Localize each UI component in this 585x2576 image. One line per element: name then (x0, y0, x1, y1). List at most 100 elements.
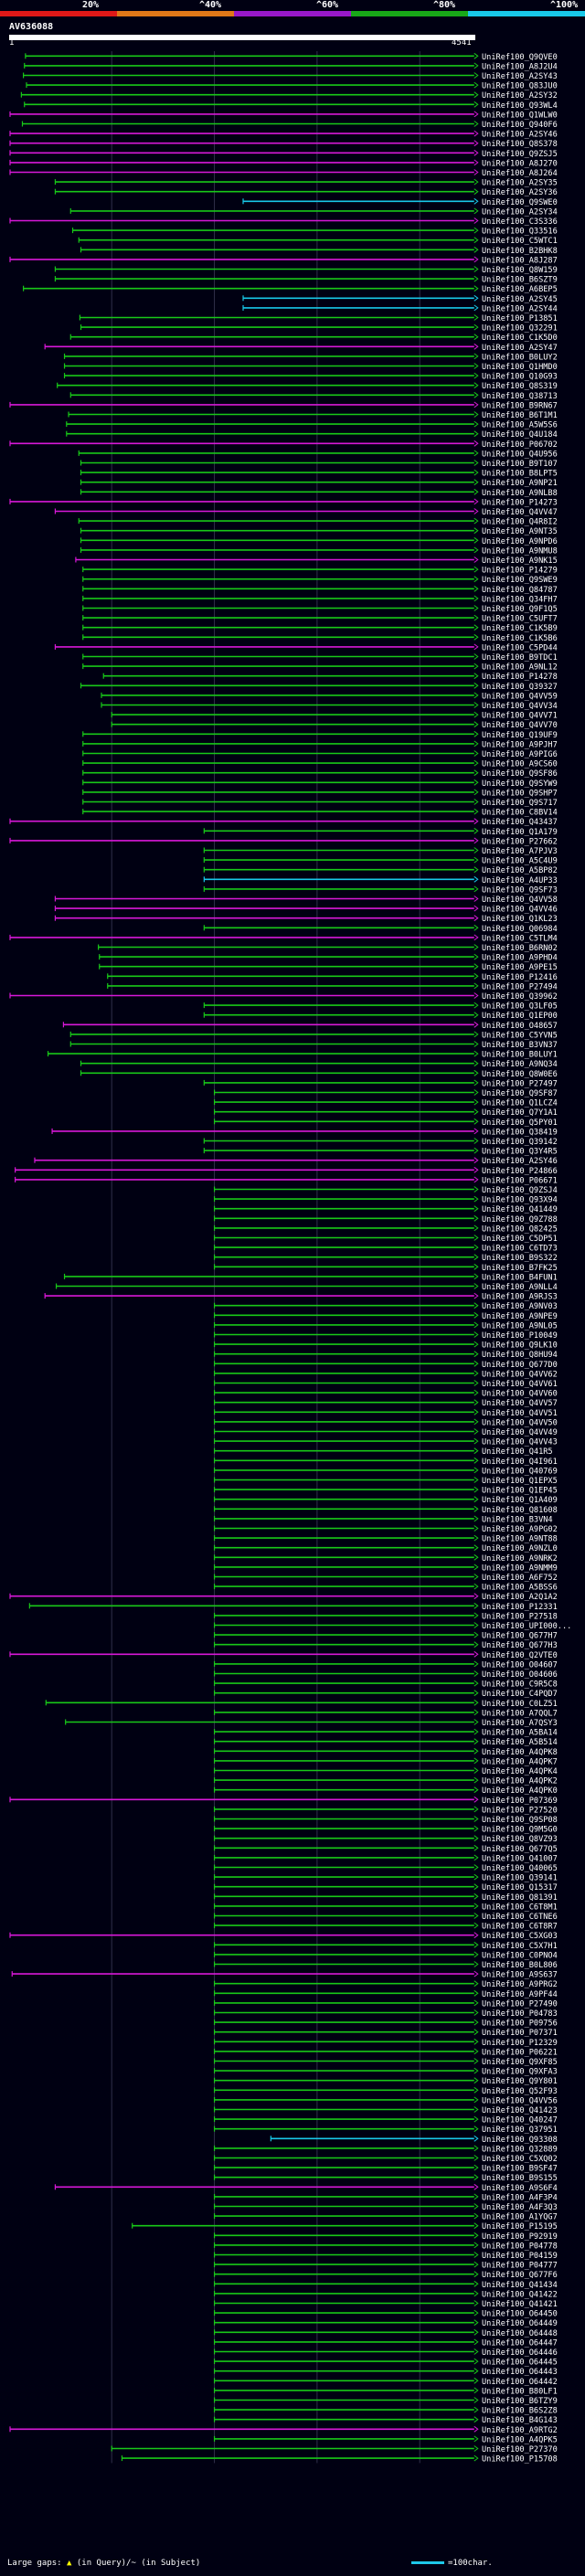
hit-label[interactable]: UniRef100_A8J2U4 (482, 62, 558, 71)
hit-row[interactable]: UniRef100_Q8W159 (54, 266, 558, 275)
hit-row[interactable]: UniRef100_P04783 (213, 2009, 558, 2019)
hit-row[interactable]: UniRef100_Q9M5G0 (213, 1826, 558, 1835)
hit-label[interactable]: UniRef100_Q4I961 (482, 1458, 558, 1467)
hit-row[interactable]: UniRef100_C9R5C8 (213, 1680, 558, 1690)
hit-label[interactable]: UniRef100_P15195 (482, 2222, 558, 2231)
hit-label[interactable]: UniRef100_A5W5S6 (482, 421, 558, 430)
hit-label[interactable]: UniRef100_C1K5B9 (482, 624, 558, 633)
hit-row[interactable]: UniRef100_C0PNO4 (213, 1951, 558, 1960)
hit-row[interactable]: UniRef100_C1K5B6 (82, 634, 558, 643)
hit-row[interactable]: UniRef100_C4PQD7 (213, 1690, 558, 1699)
hit-label[interactable]: UniRef100_Q9S717 (482, 799, 558, 808)
hit-row[interactable]: UniRef100_B6RN02 (98, 944, 558, 953)
hit-label[interactable]: UniRef100_Q5PY01 (482, 1118, 558, 1128)
hit-row[interactable]: UniRef100_Q1A409 (213, 1496, 558, 1505)
hit-row[interactable]: UniRef100_P04777 (213, 2262, 558, 2271)
hit-row[interactable]: UniRef100_Q15317 (213, 1883, 558, 1892)
hit-row[interactable]: UniRef100_C8BV14 (82, 809, 558, 818)
hit-row[interactable]: UniRef100_Q41422 (213, 2290, 558, 2299)
hit-row[interactable]: UniRef100_Q39327 (80, 683, 558, 692)
hit-row[interactable]: UniRef100_C5DP51 (213, 1235, 558, 1244)
hit-row[interactable]: UniRef100_P92919 (213, 2232, 558, 2242)
hit-row[interactable]: UniRef100_Q8VZ93 (213, 1835, 558, 1844)
hit-row[interactable]: UniRef100_O64445 (213, 2359, 558, 2368)
hit-row[interactable]: UniRef100_Q4VV56 (213, 2096, 558, 2105)
hit-row[interactable]: UniRef100_Q9Y801 (213, 2077, 558, 2086)
hit-row[interactable]: UniRef100_B0LUY1 (47, 1051, 558, 1060)
hit-label[interactable]: UniRef100_A5B514 (482, 1738, 558, 1747)
hit-row[interactable]: UniRef100_Q9ZSJ5 (9, 150, 558, 159)
hit-row[interactable]: UniRef100_Q06984 (203, 925, 558, 934)
hit-label[interactable]: UniRef100_P06702 (482, 440, 558, 450)
hit-label[interactable]: UniRef100_Q8W159 (482, 266, 558, 275)
hit-label[interactable]: UniRef100_P27497 (482, 1079, 558, 1088)
hit-label[interactable]: UniRef100_B2BHK8 (482, 247, 558, 256)
hit-row[interactable]: UniRef100_O04607 (213, 1660, 558, 1670)
hit-row[interactable]: UniRef100_Q32889 (213, 2145, 558, 2154)
hit-row[interactable]: UniRef100_A4QPK2 (213, 1777, 558, 1786)
hit-row[interactable]: UniRef100_A4QPK8 (213, 1748, 558, 1757)
hit-label[interactable]: UniRef100_A5BP82 (482, 866, 558, 875)
hit-row[interactable]: UniRef100_Q39962 (9, 992, 558, 1002)
hit-row[interactable]: UniRef100_A9PHD4 (99, 954, 558, 963)
hit-row[interactable]: UniRef100_Q677H3 (213, 1641, 558, 1650)
hit-row[interactable]: UniRef100_A8J287 (9, 256, 558, 265)
hit-row[interactable]: UniRef100_Q32291 (80, 324, 558, 334)
hit-label[interactable]: UniRef100_Q9SF73 (482, 885, 558, 895)
hit-label[interactable]: UniRef100_Q4VV34 (482, 702, 558, 711)
hit-label[interactable]: UniRef100_P14273 (482, 498, 558, 507)
hit-row[interactable]: UniRef100_Q4VV34 (101, 702, 558, 711)
hit-row[interactable]: UniRef100_Q39142 (203, 1138, 558, 1147)
hit-label[interactable]: UniRef100_C5XQ02 (482, 2155, 558, 2164)
hit-label[interactable]: UniRef100_A9NLB8 (482, 489, 558, 498)
hit-row[interactable]: UniRef100_Q41007 (213, 1854, 558, 1863)
hit-label[interactable]: UniRef100_Q83JU0 (482, 82, 558, 91)
hit-label[interactable]: UniRef100_Q4VV50 (482, 1418, 558, 1427)
hit-row[interactable]: UniRef100_Q1WLW0 (9, 111, 558, 120)
hit-row[interactable]: UniRef100_A7PJV3 (203, 847, 558, 856)
hit-label[interactable]: UniRef100_Q41421 (482, 2300, 558, 2309)
hit-label[interactable]: UniRef100_Q9SF87 (482, 1089, 558, 1098)
hit-row[interactable]: UniRef100_Q40769 (213, 1467, 558, 1476)
hit-row[interactable]: UniRef100_A2SY35 (54, 179, 558, 188)
hit-label[interactable]: UniRef100_P24866 (482, 1167, 558, 1176)
hit-row[interactable]: UniRef100_A9PIG6 (82, 750, 558, 759)
hit-row[interactable]: UniRef100_Q4VV59 (101, 692, 558, 701)
hit-row[interactable]: UniRef100_A8J2U4 (24, 62, 558, 71)
hit-row[interactable]: UniRef100_Q81391 (213, 1893, 558, 1903)
hit-row[interactable]: UniRef100_Q19UF9 (82, 731, 558, 740)
hit-label[interactable]: UniRef100_C8BV14 (482, 809, 558, 818)
hit-label[interactable]: UniRef100_P12416 (482, 973, 558, 982)
hit-label[interactable]: UniRef100_O48657 (482, 1022, 558, 1031)
hit-label[interactable]: UniRef100_A1YQG7 (482, 2213, 558, 2222)
hit-label[interactable]: UniRef100_C1K5B6 (482, 634, 558, 643)
hit-label[interactable]: UniRef100_O64447 (482, 2338, 558, 2348)
hit-row[interactable]: UniRef100_A2SY43 (23, 72, 558, 81)
hit-label[interactable]: UniRef100_C5PD44 (482, 643, 558, 652)
hit-label[interactable]: UniRef100_Q2VTE0 (482, 1651, 558, 1660)
hit-label[interactable]: UniRef100_P07371 (482, 2029, 558, 2038)
hit-label[interactable]: UniRef100_Q677Q5 (482, 1845, 558, 1854)
hit-row[interactable]: UniRef100_Q4I961 (213, 1458, 558, 1467)
hit-label[interactable]: UniRef100_Q41434 (482, 2281, 558, 2290)
hit-label[interactable]: UniRef100_Q82425 (482, 1224, 558, 1234)
hit-label[interactable]: UniRef100_B9S155 (482, 2174, 558, 2183)
hit-label[interactable]: UniRef100_C5XG03 (482, 1932, 558, 1941)
hit-label[interactable]: UniRef100_Q40769 (482, 1467, 558, 1476)
hit-label[interactable]: UniRef100_A9NMM9 (482, 1564, 558, 1573)
hit-row[interactable]: UniRef100_A5C4U9 (203, 857, 558, 866)
hit-row[interactable]: UniRef100_B80LF1 (213, 2387, 558, 2396)
hit-label[interactable]: UniRef100_Q41422 (482, 2290, 558, 2299)
hit-row[interactable]: UniRef100_P14273 (9, 498, 558, 507)
hit-label[interactable]: UniRef100_Q677H7 (482, 1632, 558, 1641)
hit-label[interactable]: UniRef100_A2SY43 (482, 72, 558, 81)
hit-row[interactable]: UniRef100_Q93WL4 (24, 101, 558, 111)
hit-label[interactable]: UniRef100_B6RN02 (482, 944, 558, 953)
hit-row[interactable]: UniRef100_A4F3Q3 (213, 2203, 558, 2212)
hit-label[interactable]: UniRef100_Q4U184 (482, 430, 558, 440)
hit-row[interactable]: UniRef100_A4QPK7 (213, 1757, 558, 1766)
hit-row[interactable]: UniRef100_Q38419 (51, 1128, 558, 1137)
hit-row[interactable]: UniRef100_A2SY47 (44, 344, 558, 353)
hit-label[interactable]: UniRef100_Q3Y4R5 (482, 1148, 558, 1157)
hit-row[interactable]: UniRef100_Q677D0 (213, 1361, 558, 1370)
